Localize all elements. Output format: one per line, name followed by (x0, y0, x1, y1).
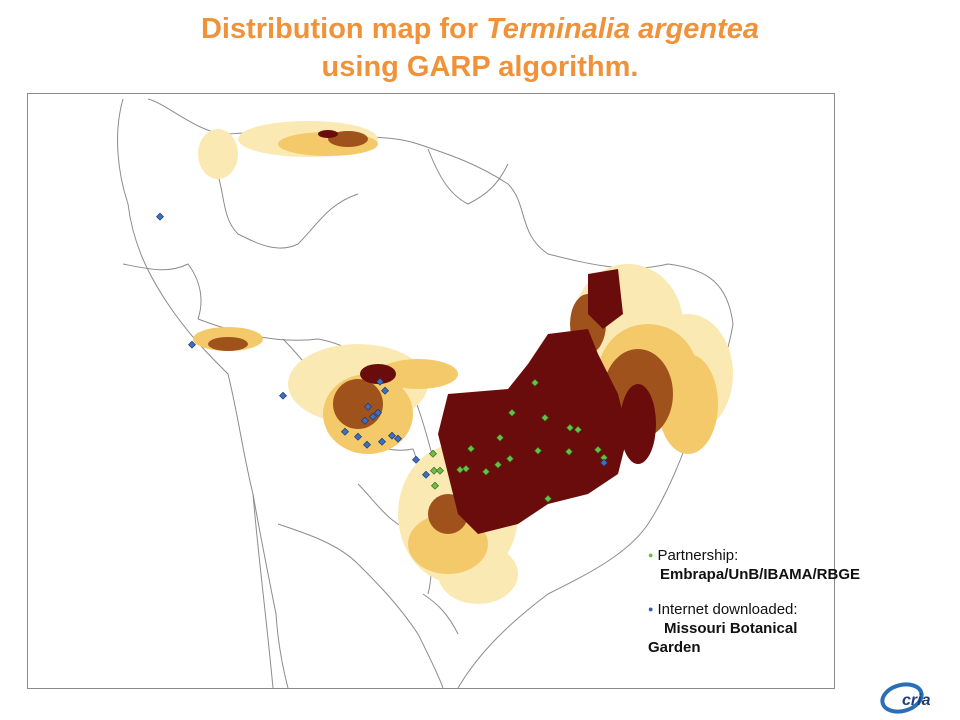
border-guianas (427, 148, 509, 205)
logo-text: cria (902, 692, 931, 709)
legend-item-partnership: ● Partnership: Embrapa/UnB/IBAMA/RBGE (648, 546, 860, 584)
legend-source: Embrapa/UnB/IBAMA/RBGE (660, 566, 861, 583)
legend-label: Partnership: (657, 547, 739, 564)
border-peru-ecuador (122, 263, 202, 320)
border-chile (252, 493, 274, 688)
legend: ● Partnership: Embrapa/UnB/IBAMA/RBGE ● In… (640, 540, 860, 656)
map-title: Distribution map for Terminalia argentea… (60, 10, 900, 86)
partnership-bullet-icon: ● (648, 550, 654, 560)
legend-item-internet: ● Internet downloaded: Missouri Botanical… (648, 600, 834, 657)
title-line2: using GARP algorithm. (321, 51, 639, 83)
river-plate (422, 593, 459, 635)
border-colombia-venezuela (207, 153, 359, 249)
legend-source: Missouri Botanical Garden (648, 620, 798, 656)
map-frame (27, 93, 835, 689)
title-prefix: Distribution map for (200, 13, 487, 45)
prediction-high-areas (318, 130, 656, 534)
border-argentina (277, 523, 444, 688)
distribution-map (117, 98, 734, 688)
title-species: Terminalia argentea (486, 13, 760, 45)
cria-logo: cria (880, 682, 931, 714)
internet-bullet-icon: ● (648, 604, 654, 614)
partnership-points (429, 378, 608, 503)
legend-label: Internet downloaded: (657, 601, 798, 618)
internet-points (156, 212, 608, 479)
